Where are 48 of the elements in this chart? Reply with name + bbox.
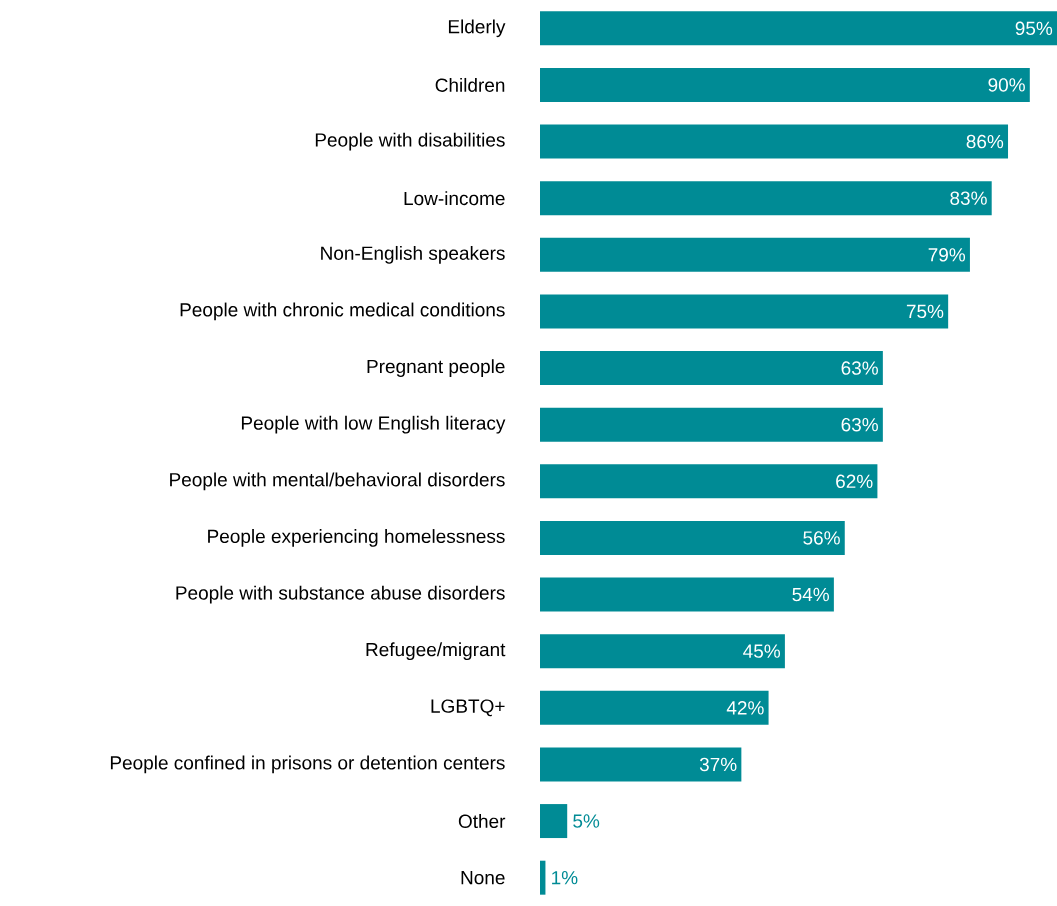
bar: [540, 577, 834, 612]
y-tick-label: Pregnant people: [367, 359, 505, 377]
y-tick-label: Children: [435, 77, 505, 92]
y-tick-label: Refugee/migrant: [366, 642, 506, 661]
data-label: 75%: [906, 304, 944, 319]
y-tick-label: People with disabilities: [315, 132, 505, 151]
bar: [540, 294, 949, 329]
bar: [540, 464, 878, 499]
y-tick-label: People with low English literacy: [241, 415, 506, 434]
y-tick-label: People with mental/behavioral disorders: [170, 472, 505, 491]
bar: [540, 634, 785, 669]
y-tick-label: Low-income: [404, 191, 505, 206]
bar: [540, 520, 845, 555]
data-label: 83%: [950, 191, 987, 205]
y-tick-label: People with substance abuse disorders: [176, 585, 505, 604]
data-label: 5%: [573, 814, 600, 828]
y-tick-label: LGBTQ+: [431, 699, 505, 717]
data-label: 1%: [552, 871, 578, 885]
bar: [540, 124, 1009, 159]
data-label: 62%: [836, 474, 873, 489]
data-label: 45%: [743, 644, 781, 658]
bar: [540, 407, 883, 442]
data-label: 54%: [792, 587, 829, 602]
data-label: 42%: [726, 701, 764, 715]
y-tick-label: Non-English speakers: [321, 245, 505, 264]
data-label: 56%: [803, 531, 840, 545]
y-tick-label: Elderly: [448, 19, 506, 38]
bar: [540, 351, 883, 386]
data-label: 63%: [841, 417, 878, 432]
data-label: 95%: [1015, 21, 1053, 36]
bar: [540, 860, 546, 895]
bar: [540, 747, 742, 782]
data-label: 90%: [988, 78, 1025, 92]
data-label: 37%: [699, 757, 737, 772]
y-tick-label: People with chronic medical conditions: [180, 302, 505, 321]
data-label: 79%: [928, 248, 966, 262]
bar: [540, 67, 1030, 102]
y-tick-label: People confined in prisons or detention centers: [110, 755, 505, 774]
bar: [540, 804, 568, 839]
y-tick-label: None: [461, 871, 505, 885]
y-tick-label: People experiencing homelessness: [208, 529, 505, 547]
data-label: 63%: [841, 361, 878, 375]
bar: [540, 690, 769, 725]
bar: [540, 237, 970, 272]
bar: [540, 181, 992, 216]
bar: [540, 11, 1057, 46]
data-label: 86%: [966, 134, 1004, 149]
y-tick-label: Other: [458, 814, 506, 829]
